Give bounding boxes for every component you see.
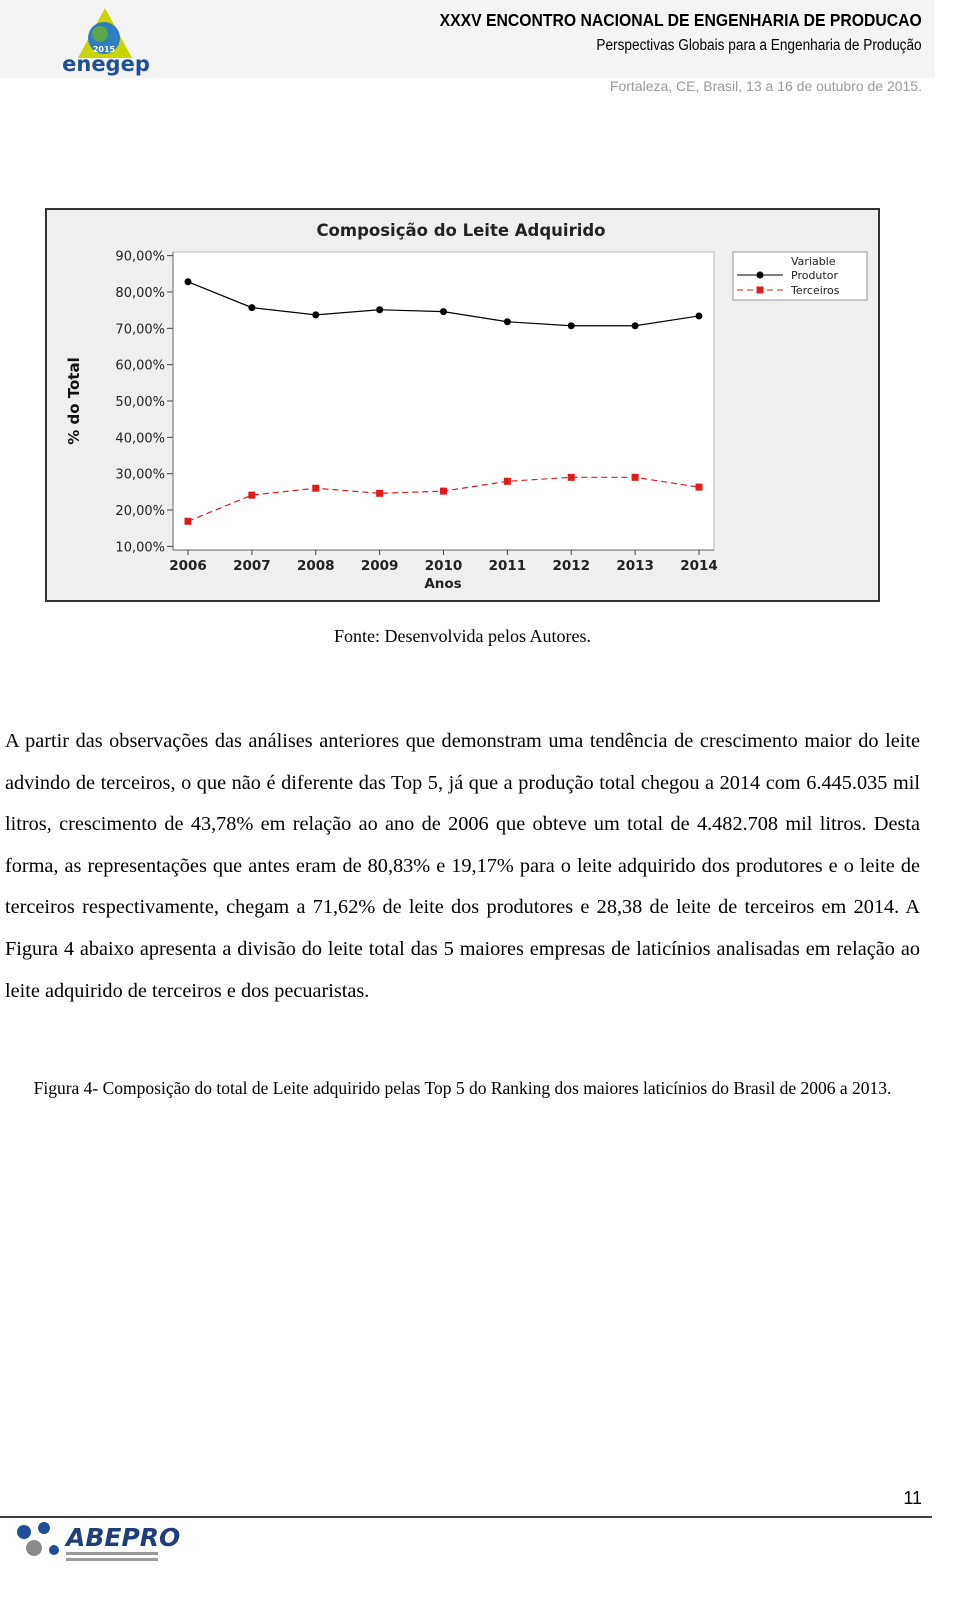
legend-label: Produtor [791,269,838,282]
data-point [184,278,192,286]
header-title: XXXV ENCONTRO NACIONAL DE ENGENHARIA DE … [439,10,922,30]
y-tick-label: 50,00% [115,395,165,410]
data-point [376,489,384,497]
chart: Composição do Leite Adquirido 10,00% 20,00… [65,221,868,592]
abepro-logo: ABEPRO [17,1522,180,1561]
legend-label: Terceiros [790,284,840,297]
header-band [0,0,935,78]
legend-marker [756,271,764,279]
y-tick-label: 60,00% [115,359,165,374]
data-point [567,473,575,481]
data-point [376,306,384,314]
header-location: Fortaleza, CE, Brasil, 13 a 16 de outubr… [609,78,922,94]
figure-source: Fonte: Desenvolvida pelos Autores. [334,626,591,646]
data-point [695,312,703,320]
logo-dot [26,1540,42,1556]
body-paragraph: A partir das observações das análises an… [5,730,920,1002]
logo-year: 2015 [93,45,116,54]
data-point [631,473,639,481]
data-point [631,322,639,330]
data-point [440,308,447,316]
logo-dot [17,1525,31,1539]
x-tick-label: 2006 [169,558,207,574]
y-tick-label: 70,00% [115,322,165,337]
y-tick-label: 30,00% [115,468,165,483]
x-tick-label: 2007 [233,558,271,574]
y-tick-label: 90,00% [115,250,165,265]
data-point [503,318,511,326]
x-tick-label: 2013 [616,558,654,574]
data-point [248,304,256,312]
x-tick-label: 2008 [297,558,335,574]
logo-dot [38,1522,50,1534]
x-tick-label: 2010 [425,558,463,574]
data-point [567,322,575,330]
y-axis-label: % do Total [65,357,83,445]
legend-box [732,251,868,301]
y-tick-label: 20,00% [115,504,165,519]
y-tick-label: 10,00% [115,540,165,555]
abepro-text: ABEPRO [64,1523,180,1552]
x-tick-label: 2011 [489,558,527,574]
enegep-logo: 2015 enegep [62,8,150,76]
legend-title: Variable [791,255,836,268]
legend-marker [756,286,764,294]
x-tick-label: 2009 [361,558,399,574]
page-number: 11 [903,1488,922,1508]
logo-dot [49,1545,59,1555]
x-axis-label: Anos [424,576,461,592]
data-point [184,517,192,525]
plot-area [172,251,715,551]
data-point [312,484,320,492]
figure-caption: Figura 4- Composição do total de Leite a… [33,1078,892,1098]
logo-subtext [66,1552,158,1555]
data-point [503,477,511,485]
data-point [440,487,447,495]
chart-title: Composição do Leite Adquirido [316,221,605,240]
y-tick-label: 40,00% [115,431,165,446]
data-point [695,483,703,491]
y-tick-label: 80,00% [115,286,165,301]
logo-subtext [66,1558,158,1561]
header-subtitle: Perspectivas Globais para a Engenharia d… [596,37,922,54]
data-point [248,491,256,499]
x-tick-label: 2014 [680,558,718,574]
x-tick-label: 2012 [552,558,590,574]
logo-text: enegep [62,52,150,76]
logo-land [92,26,108,42]
data-point [312,311,320,319]
